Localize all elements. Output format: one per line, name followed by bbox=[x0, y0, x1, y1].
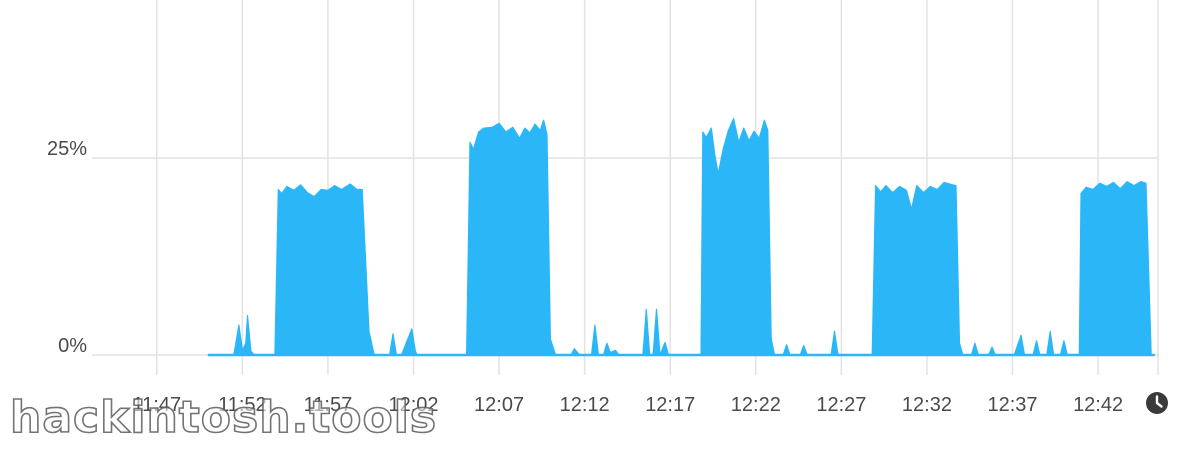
y-tick-label: 0% bbox=[58, 335, 87, 357]
x-axis-tick-labels: 11:47 11:52 11:57 12:02 12:07 12:12 12:17 12:22… bbox=[133, 394, 1124, 416]
usage-area-series bbox=[207, 118, 1156, 357]
x-tick-label: 12:12 bbox=[560, 394, 610, 416]
x-tick-label: 12:42 bbox=[1073, 394, 1123, 416]
x-tick-label: 12:37 bbox=[987, 394, 1037, 416]
x-tick-label: 12:22 bbox=[731, 394, 781, 416]
x-tick-label: 12:27 bbox=[816, 394, 866, 416]
x-tick-label: 12:17 bbox=[645, 394, 695, 416]
x-tick-label: 11:47 bbox=[133, 394, 182, 416]
y-axis-tick-labels: 0% 25% bbox=[47, 138, 87, 357]
clock-icon[interactable] bbox=[1146, 392, 1168, 414]
x-tick-label: 12:07 bbox=[474, 394, 524, 416]
x-tick-label: 11:57 bbox=[304, 394, 353, 416]
x-tick-label: 12:32 bbox=[902, 394, 952, 416]
y-tick-label: 25% bbox=[47, 138, 87, 160]
x-tick-label: 12:02 bbox=[388, 394, 438, 416]
x-tick-label: 11:52 bbox=[218, 394, 267, 416]
horizontal-grid-lines bbox=[92, 157, 1158, 356]
